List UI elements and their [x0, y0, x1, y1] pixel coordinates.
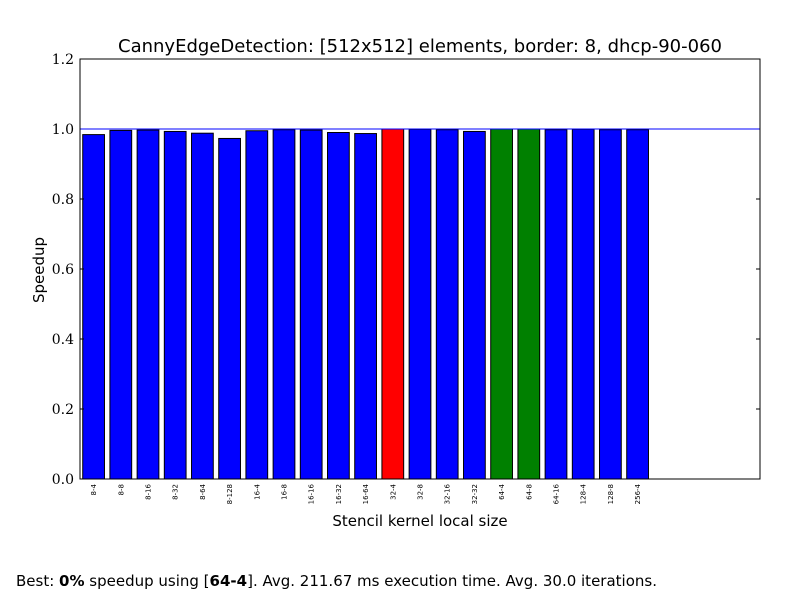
x-axis-ticks: 8-4 8-8 8-16 8-32 8-64 8-128 16-4 16-8 16-16 16-3…: [90, 483, 642, 504]
bar-16-64: [354, 133, 377, 480]
bar-32-16: [435, 129, 459, 480]
y-tick-label: 0.4: [52, 332, 74, 348]
x-tick-label: 64-4: [498, 483, 506, 499]
bar-32-8: [408, 128, 432, 480]
x-tick-label: 32-8: [417, 484, 425, 500]
plot-frame: [79, 58, 761, 480]
x-tick-label: 32-16: [444, 483, 452, 504]
x-tick-label: 8-8: [117, 484, 125, 495]
x-tick-label: 32-32: [471, 484, 479, 504]
summary-speedup: 0%: [59, 572, 85, 590]
x-tick-label: 16-32: [335, 484, 343, 504]
bar-8-128: [218, 137, 241, 480]
bar-8-8: [109, 129, 133, 480]
x-tick-label: 16-64: [362, 483, 370, 504]
bar-256-4: [626, 129, 649, 480]
bar-8-32: [163, 130, 187, 480]
summary-middle: speedup using [: [84, 572, 210, 590]
summary-text: Best: 0% speedup using [64-4]. Avg. 211.…: [16, 572, 657, 590]
y-tick-label: 1.2: [52, 52, 74, 68]
bar-16-16: [299, 129, 323, 480]
x-tick-label: 8-4: [90, 483, 98, 495]
x-tick-label: 64-8: [525, 484, 533, 500]
x-tick-label: 8-64: [199, 483, 207, 499]
x-axis-label: Stencil kernel local size: [332, 512, 507, 530]
y-tick-label: 0.2: [52, 402, 74, 418]
x-tick-label: 64-16: [553, 483, 561, 504]
bar-32-32: [463, 130, 486, 480]
summary-suffix: ]. Avg. 211.67 ms execution time. Avg. 3…: [247, 572, 657, 590]
bar-64-4: [490, 128, 513, 480]
chart-title: CannyEdgeDetection: [512x512] elements, …: [118, 36, 722, 57]
bar-64-16: [544, 129, 568, 480]
bar-64-8: [517, 128, 541, 480]
bar-32-4: [381, 128, 405, 480]
bar-8-16: [136, 129, 160, 480]
y-tick-label: 1.0: [52, 122, 74, 138]
x-tick-label: 8-16: [145, 483, 153, 499]
x-tick-label: 8-32: [172, 484, 180, 500]
x-tick-label: 16-4: [253, 483, 261, 499]
y-tick-label: 0.6: [52, 262, 74, 278]
y-tick-label: 0.8: [52, 192, 74, 208]
summary-config: 64-4: [209, 572, 248, 590]
summary-prefix: Best:: [16, 572, 60, 590]
bar-8-64: [191, 132, 214, 480]
x-tick-label: 32-4: [389, 483, 397, 499]
x-tick-label: 16-8: [281, 484, 289, 500]
bars-group: [82, 128, 649, 480]
x-tick-label: 8-128: [226, 484, 234, 504]
bar-16-4: [245, 130, 269, 480]
x-tick-label: 128-8: [607, 484, 615, 504]
x-tick-label: 256-4: [634, 483, 642, 504]
bar-16-8: [272, 129, 296, 480]
bar-128-4: [571, 128, 595, 480]
bar-16-32: [327, 132, 350, 480]
y-axis-label: Speedup: [30, 237, 48, 303]
bar-128-8: [599, 129, 622, 480]
x-tick-label: 128-4: [580, 483, 588, 504]
bar-8-4: [82, 134, 105, 480]
y-tick-label: 0.0: [52, 472, 74, 488]
x-tick-label: 16-16: [308, 483, 316, 504]
